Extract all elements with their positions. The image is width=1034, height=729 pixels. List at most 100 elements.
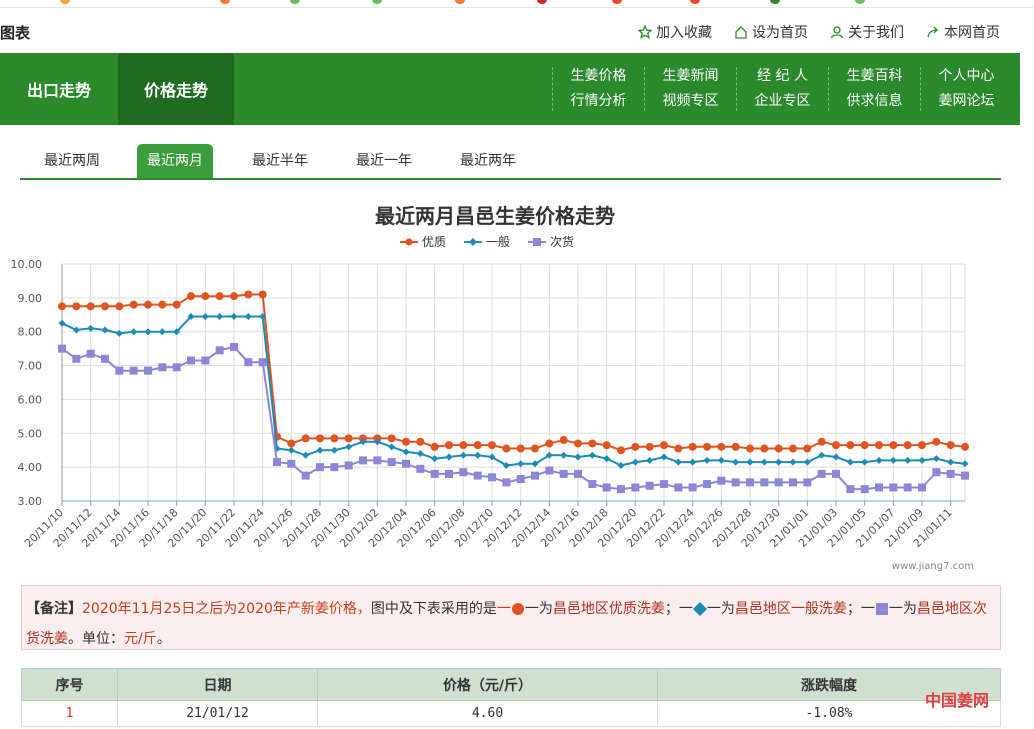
data-point-circle [244, 290, 253, 299]
nav-link-supply-demand[interactable]: 供求信息 [846, 93, 903, 109]
data-point-circle [746, 444, 754, 453]
user-icon [830, 26, 844, 39]
data-point-square [717, 476, 726, 485]
nav-tab-export-trend[interactable]: 出口走势 [26, 81, 91, 100]
data-point-diamond [689, 458, 697, 466]
site-home-label: 本网首页 [944, 25, 1000, 41]
data-point-diamond [58, 319, 66, 327]
data-point-circle [846, 441, 855, 450]
data-point-square [316, 463, 324, 472]
data-point-square [559, 469, 568, 478]
nav-link-ginger-news[interactable]: 生姜新闻 [662, 68, 719, 84]
data-point-circle [230, 292, 238, 301]
nav-link-personal-center[interactable]: 个人中心 [938, 68, 995, 84]
about-us-link[interactable]: 关于我们 [830, 22, 904, 42]
nav-link-enterprise-zone[interactable]: 企业专区 [754, 93, 811, 109]
data-point-square [158, 363, 167, 372]
data-point-diamond [746, 458, 754, 466]
data-point-circle [416, 437, 425, 446]
tab-two-years[interactable]: 最近两年 [460, 153, 516, 169]
data-point-square [402, 459, 410, 468]
data-point-diamond [488, 453, 496, 461]
strip-dot [60, 0, 70, 4]
nav-link-ginger-wiki[interactable]: 生姜百科 [846, 68, 903, 84]
data-point-circle [187, 292, 195, 301]
legend-item-premium[interactable]: 优质 [400, 233, 446, 250]
data-point-circle [774, 444, 783, 453]
note-dash-3: 一 [860, 601, 875, 617]
data-point-square [488, 473, 496, 482]
table-header-row: 序号 日期 价格（元/斤） 涨跌幅度 [21, 668, 1001, 701]
chart-watermark: www.jiang7.com [891, 561, 974, 572]
data-point-circle [316, 434, 324, 443]
cell-index: 1 [21, 700, 118, 727]
tab-two-weeks[interactable]: 最近两周 [44, 153, 100, 169]
data-point-square [459, 468, 468, 477]
data-point-circle [703, 442, 711, 451]
cell-date: 21/01/12 [117, 700, 318, 727]
data-point-diamond [459, 451, 467, 459]
legend-label-inferior: 次货 [550, 235, 575, 249]
square-marker-icon [875, 603, 888, 615]
nav-link-broker[interactable]: 经 纪 人 [757, 68, 808, 84]
data-point-circle [789, 444, 797, 453]
nav-link-ginger-price[interactable]: 生姜价格 [570, 68, 627, 84]
data-point-circle [488, 441, 496, 450]
note-dash-2: 一 [678, 601, 693, 617]
data-point-circle [215, 292, 224, 301]
data-point-circle [287, 439, 296, 448]
note-p2-pre: 一为 [706, 601, 735, 617]
data-point-circle [946, 441, 955, 450]
legend-item-normal[interactable]: 一般 [464, 233, 510, 250]
y-tick-label: 3.00 [18, 495, 43, 508]
nav-link-forum[interactable]: 姜网论坛 [938, 93, 995, 109]
table-row: 1 21/01/12 4.60 -1.08% [21, 700, 1001, 727]
data-point-square [230, 342, 238, 351]
data-point-diamond [431, 455, 439, 463]
add-favorite-link[interactable]: 加入收藏 [638, 22, 712, 42]
data-point-diamond [259, 312, 267, 320]
nav-link-market-analysis[interactable]: 行情分析 [570, 93, 627, 109]
data-point-square [703, 480, 711, 489]
set-homepage-label: 设为首页 [752, 25, 808, 41]
price-table: 序号 日期 价格（元/斤） 涨跌幅度 1 21/01/12 4.60 -1.08… [21, 668, 1001, 727]
col-header-price: 价格（元/斤） [317, 668, 658, 701]
data-point-circle [545, 439, 554, 448]
set-homepage-link[interactable]: 设为首页 [734, 22, 808, 42]
site-title: 图表 [0, 24, 31, 42]
note-p3-em-cont: 姜 [54, 631, 68, 647]
data-point-circle [402, 437, 410, 446]
data-point-circle [172, 300, 181, 309]
col-header-change: 涨跌幅度 [657, 668, 1001, 701]
data-point-square [445, 469, 453, 478]
data-point-diamond [158, 328, 166, 336]
data-point-square [86, 349, 95, 358]
data-point-diamond [445, 453, 453, 461]
legend-item-inferior[interactable]: 次货 [528, 233, 574, 250]
data-point-circle [445, 441, 453, 450]
tab-one-year[interactable]: 最近一年 [356, 153, 412, 169]
data-point-circle [860, 441, 869, 450]
site-home-link[interactable]: 本网首页 [926, 22, 1000, 42]
tab-half-year[interactable]: 最近半年 [252, 153, 308, 169]
topbar: 图表 加入收藏 设为首页 关于我们 本网首页 [0, 9, 1034, 53]
strip-dot [855, 0, 865, 4]
data-point-diamond [889, 456, 897, 464]
nav-link-video-zone[interactable]: 视频专区 [662, 93, 719, 109]
data-point-diamond [875, 456, 883, 464]
tab-two-months[interactable]: 最近两月 [137, 144, 213, 178]
data-point-diamond [187, 312, 195, 320]
data-point-square [774, 478, 783, 487]
note-p3-em: 昌邑地区次货洗 [26, 601, 987, 647]
nav-links: 生姜价格 行情分析 生姜新闻 视频专区 经 纪 人 企业专区 生姜百科 供求信息… [552, 67, 1012, 111]
data-point-diamond [416, 450, 424, 458]
note-text-new-season: 2020年11月25日之后为2020年产新姜价格， [82, 601, 371, 617]
nav-tab-price-trend[interactable]: 价格走势 [118, 53, 234, 125]
data-point-circle [760, 444, 769, 453]
strip-dot [612, 0, 622, 4]
home-icon [735, 26, 747, 39]
data-point-diamond [732, 458, 740, 466]
data-point-circle [631, 442, 640, 451]
data-point-diamond [631, 458, 639, 466]
data-point-square [144, 366, 152, 375]
